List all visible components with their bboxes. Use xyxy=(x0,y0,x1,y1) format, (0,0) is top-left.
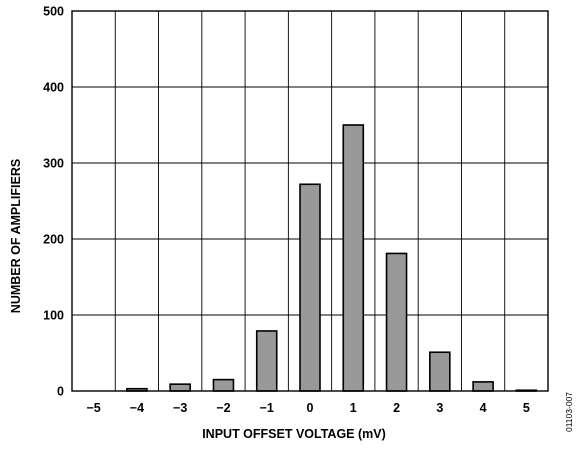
histogram-bar xyxy=(472,381,494,392)
y-axis-title: NUMBER OF AMPLIFIERS xyxy=(9,159,23,313)
y-tick-label: 100 xyxy=(43,309,64,323)
y-tick-label: 0 xyxy=(57,385,64,399)
x-tick-label: 5 xyxy=(523,401,530,415)
x-tick-label: 4 xyxy=(480,401,487,415)
y-tick-label: 300 xyxy=(43,157,64,171)
histogram-bar xyxy=(385,252,408,392)
x-tick-label: −3 xyxy=(173,401,187,415)
histogram-bar xyxy=(169,383,191,392)
histogram-bar xyxy=(429,351,451,392)
grid-lines xyxy=(72,11,548,391)
x-tick-label: 1 xyxy=(350,401,357,415)
histogram-bar xyxy=(212,378,235,392)
x-tick-label: −2 xyxy=(216,401,230,415)
figure-id-label: 01103-007 xyxy=(564,392,574,432)
bars xyxy=(126,124,538,392)
histogram-bar xyxy=(299,183,321,392)
y-tick-label: 400 xyxy=(43,81,64,95)
x-tick-label: −5 xyxy=(87,401,101,415)
y-tick-label: 500 xyxy=(43,5,64,19)
x-tick-label: 2 xyxy=(393,401,400,415)
y-tick-labels: 0 100 200 300 400 500 xyxy=(43,5,64,399)
x-tick-labels: −5 −4 −3 −2 −1 0 1 2 3 4 5 xyxy=(87,401,530,415)
x-tick-label: −4 xyxy=(130,401,144,415)
x-tick-label: −1 xyxy=(260,401,274,415)
x-tick-label: 0 xyxy=(307,401,314,415)
x-tick-label: 3 xyxy=(436,401,443,415)
y-tick-label: 200 xyxy=(43,233,64,247)
histogram-bar xyxy=(342,124,365,392)
histogram-bar xyxy=(255,330,278,392)
x-axis-title: INPUT OFFSET VOLTAGE (mV) xyxy=(202,427,386,441)
plot-frame xyxy=(71,10,549,392)
